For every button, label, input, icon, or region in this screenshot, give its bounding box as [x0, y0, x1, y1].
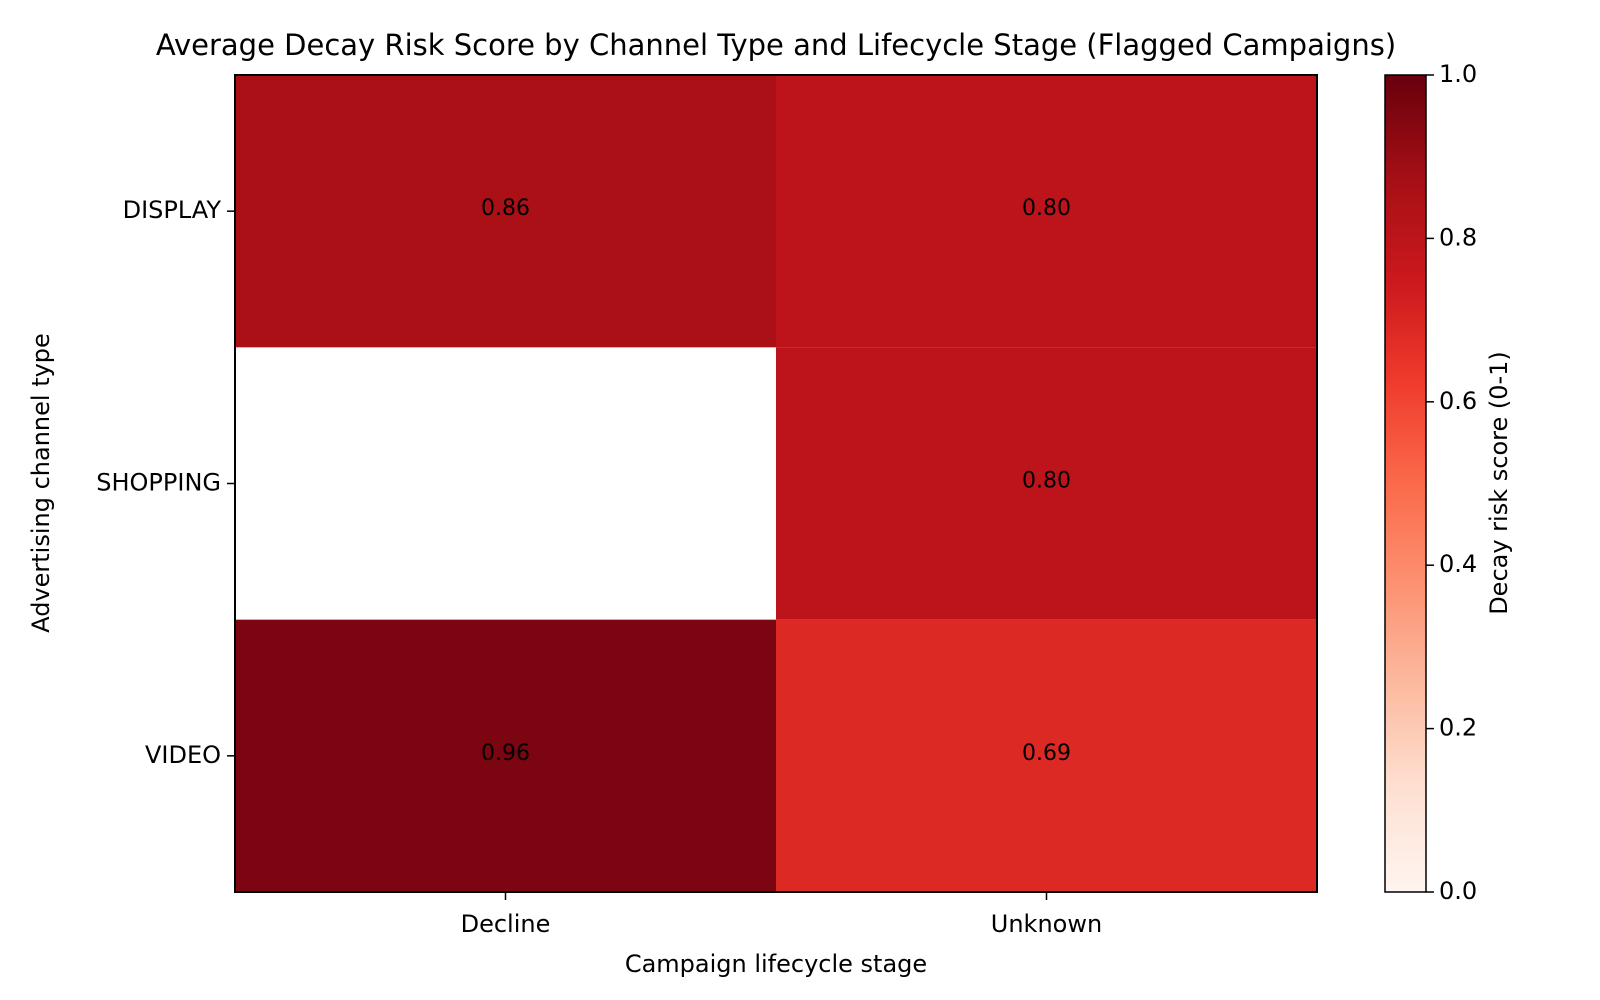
colorbar-tick-label: 0.8: [1439, 223, 1477, 251]
y-tick-label: VIDEO: [145, 741, 221, 769]
heatmap-cell: [235, 619, 776, 892]
y-tick-label: DISPLAY: [123, 196, 222, 224]
heatmap-cell: [776, 347, 1317, 620]
colorbar-tick-label: 0.4: [1439, 550, 1477, 578]
heatmap-cell: [776, 75, 1317, 348]
colorbar: [1384, 74, 1427, 893]
x-tick-label: Decline: [461, 910, 551, 938]
colorbar-tick-label: 0.0: [1439, 877, 1477, 905]
cell-label: 0.96: [481, 741, 530, 766]
y-tick-label: SHOPPING: [96, 469, 221, 497]
x-axis-label: Campaign lifecycle stage: [625, 950, 927, 978]
x-tick-label: Unknown: [991, 910, 1102, 938]
cell-label: 0.86: [481, 196, 530, 221]
heatmap-cell: [776, 619, 1317, 892]
colorbar-label: Decay risk score (0-1): [1485, 351, 1513, 615]
chart-title: Average Decay Risk Score by Channel Type…: [156, 28, 1396, 62]
cell-label: 0.80: [1022, 469, 1071, 494]
heatmap-cell: [235, 75, 776, 348]
cell-label: 0.80: [1022, 196, 1071, 221]
y-axis-label: Advertising channel type: [27, 333, 55, 633]
cell-label: 0.69: [1022, 741, 1071, 766]
colorbar-tick-label: 0.2: [1439, 714, 1477, 742]
colorbar-tick-label: 0.6: [1439, 387, 1477, 415]
colorbar-tick-label: 1.0: [1439, 60, 1477, 88]
